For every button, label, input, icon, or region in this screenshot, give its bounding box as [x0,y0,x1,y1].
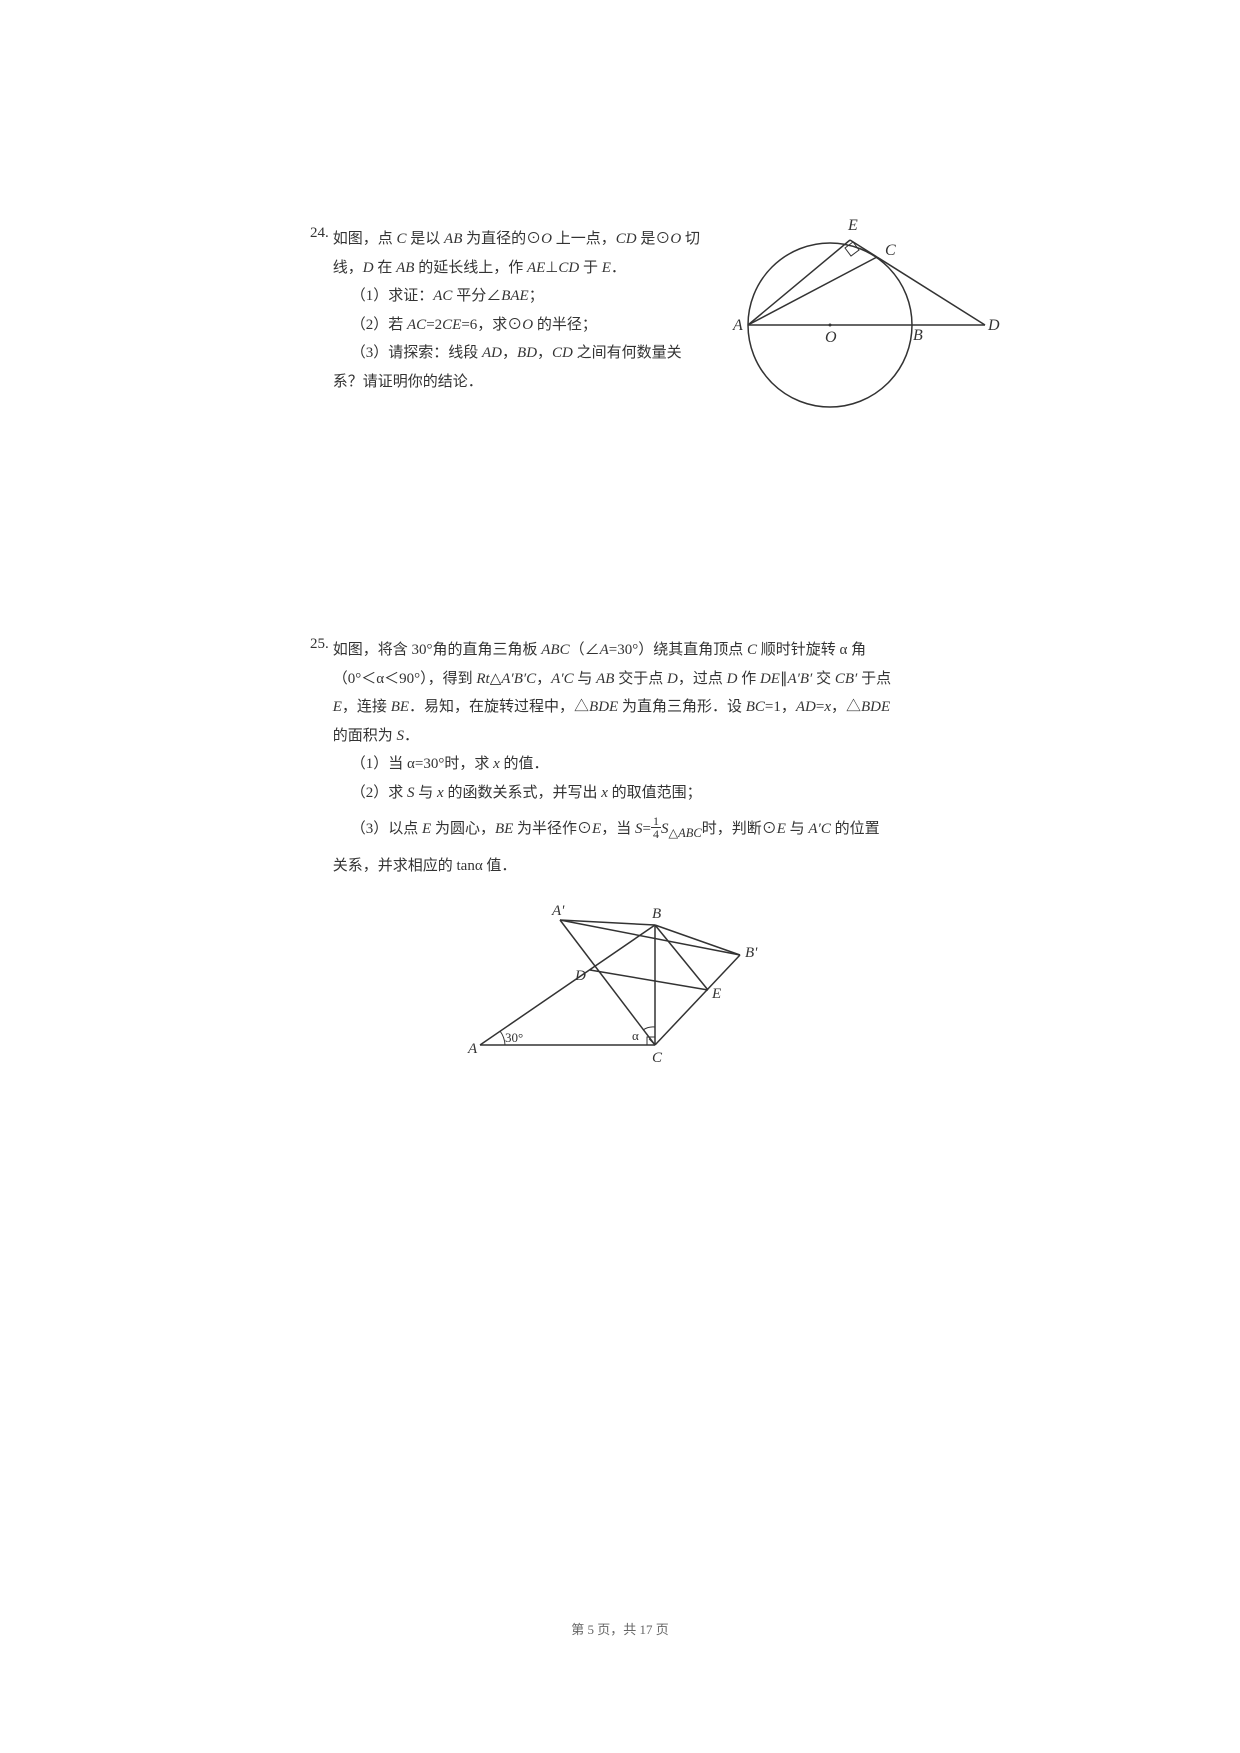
label-30deg: 30° [505,1030,523,1045]
label-aprime: A' [551,903,565,919]
sub-item-3: （3）以点 E 为圆心，BE 为半径作⊙E，当 S=14S△ABC时，判断⊙E … [333,815,893,846]
label-b: B [913,327,923,344]
label-d: D [574,968,586,984]
label-a: A [467,1041,478,1057]
page-footer: 第 5 页，共 17 页 [0,1619,1240,1638]
line-cd [877,257,985,325]
center-dot [829,324,832,327]
problem-number: 25. [310,636,329,653]
problem-intro: 如图，点 C 是以 AB 为直径的⊙O 上一点，CD 是⊙O 切线，D 在 AB… [333,231,700,276]
problem-25: 25. 如图，将含 30°角的直角三角板 ABC（∠A=30°）绕其直角顶点 C… [310,636,930,1075]
label-c-bottom: C [652,1050,663,1066]
line-ec [850,240,877,257]
footer-text: 第 5 页，共 17 页 [571,1622,669,1637]
label-alpha: α [632,1028,639,1043]
label-c: C [885,242,896,259]
line-ab [480,925,655,1045]
label-b: B [652,906,661,922]
problem-24: 24. 如图，点 C 是以 AB 为直径的⊙O 上一点，CD 是⊙O 切线，D … [310,225,930,396]
problem-intro: 如图，将含 30°角的直角三角板 ABC（∠A=30°）绕其直角顶点 C 顺时针… [333,642,891,744]
line-ac [748,257,877,325]
angle-alpha-arc [643,1027,655,1030]
label-o: O [825,329,837,346]
sub-item-2: （2）若 AC=2CE=6，求⊙O 的半径； [333,311,703,340]
line-cb-prime [655,955,740,1045]
label-e: E [711,986,721,1002]
line-ae [748,240,850,325]
label-bprime: B' [745,945,758,961]
sub-item-3b: 关系，并求相应的 tanα 值． [333,852,893,881]
sub-item-3: （3）请探索：线段 AD，BD，CD 之间有何数量关 [333,339,703,368]
sub-item-1: （1）求证：AC 平分∠BAE； [333,282,703,311]
problem-number: 24. [310,225,329,242]
problem-text: 如图，将含 30°角的直角三角板 ABC（∠A=30°）绕其直角顶点 C 顺时针… [333,636,893,880]
sub-item-1: （1）当 α=30°时，求 x 的值． [333,750,893,779]
sub-item-2: （2）求 S 与 x 的函数关系式，并写出 x 的取值范围； [333,779,893,808]
label-d: D [987,317,1000,334]
label-a: A [732,317,743,334]
sub-item-3b: 系？请证明你的结论． [333,368,703,397]
label-e: E [847,217,858,234]
figure-24: E C A O B D [720,210,1000,415]
problem-text: 如图，点 C 是以 AB 为直径的⊙O 上一点，CD 是⊙O 切线，D 在 AB… [333,225,703,396]
line-de [590,970,708,990]
figure-25: A' B B' D E A C 30° α [310,895,930,1075]
